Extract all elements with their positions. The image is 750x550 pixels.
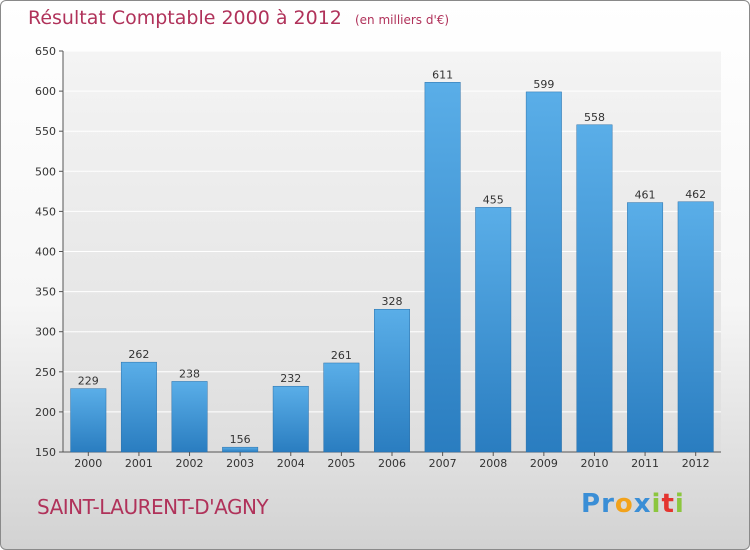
- logo-letter: i: [674, 489, 685, 519]
- x-tick-label: 2006: [378, 457, 406, 470]
- bar: [222, 446, 259, 453]
- bar-value-label: 558: [584, 111, 605, 124]
- bar-value-label: 229: [78, 375, 99, 388]
- bar: [576, 124, 613, 453]
- bar: [627, 202, 664, 453]
- y-tick-label: 500: [35, 165, 56, 178]
- bar: [677, 201, 714, 453]
- chart-unit: (en milliers d'€): [354, 13, 450, 27]
- bar: [525, 91, 562, 453]
- x-tick-label: 2011: [631, 457, 659, 470]
- logo-letter: x: [633, 489, 652, 519]
- bar-value-label: 599: [533, 78, 554, 91]
- bar: [171, 381, 208, 453]
- logo-letter: P: [581, 489, 602, 519]
- y-tick-label: 200: [35, 406, 56, 419]
- bar: [374, 308, 410, 453]
- x-tick-label: 2010: [580, 457, 608, 470]
- bar-value-label: 462: [685, 188, 706, 201]
- chart-title: Résultat Comptable 2000 à 2012: [28, 7, 342, 29]
- y-tick-label: 400: [35, 246, 56, 259]
- proxiti-logo: Proxiti: [581, 489, 685, 519]
- x-tick-label: 2001: [125, 457, 153, 470]
- x-tick-label: 2003: [226, 457, 254, 470]
- y-tick-label: 550: [35, 125, 56, 138]
- y-tick-label: 350: [35, 286, 56, 299]
- y-tick-label: 250: [35, 366, 56, 379]
- logo-letter: o: [614, 489, 634, 519]
- bar: [424, 82, 461, 453]
- bar: [475, 207, 512, 453]
- x-tick-label: 2004: [277, 457, 305, 470]
- bar: [272, 385, 309, 453]
- y-tick-label: 650: [35, 45, 56, 58]
- y-tick-label: 150: [35, 446, 56, 459]
- x-tick-label: 2002: [176, 457, 204, 470]
- bar-value-label: 611: [432, 68, 453, 81]
- bar: [323, 362, 360, 453]
- bar: [70, 388, 107, 453]
- x-tick-label: 2007: [429, 457, 457, 470]
- x-tick-label: 2009: [530, 457, 558, 470]
- y-tick-label: 450: [35, 205, 56, 218]
- x-tick-label: 2000: [74, 457, 102, 470]
- bar-value-label: 261: [331, 349, 352, 362]
- commune-name: SAINT-LAURENT-D'AGNY: [37, 495, 269, 519]
- logo-letter: i: [651, 489, 662, 519]
- y-tick-label: 300: [35, 326, 56, 339]
- bar-value-label: 238: [179, 367, 200, 380]
- x-tick-label: 2012: [682, 457, 710, 470]
- logo-letter: r: [601, 489, 615, 519]
- x-tick-label: 2008: [479, 457, 507, 470]
- y-tick-label: 600: [35, 85, 56, 98]
- logo-letter: t: [661, 489, 675, 519]
- bar-value-label: 328: [382, 295, 403, 308]
- title-row: Résultat Comptable 2000 à 2012 (en milli…: [28, 7, 449, 29]
- bar: [120, 361, 157, 453]
- bar-value-label: 455: [483, 193, 504, 206]
- x-tick-label: 2005: [327, 457, 355, 470]
- bar-value-label: 461: [635, 189, 656, 202]
- bar-value-label: 262: [128, 348, 149, 361]
- bar-value-label: 156: [230, 433, 251, 446]
- bar-value-label: 232: [280, 372, 301, 385]
